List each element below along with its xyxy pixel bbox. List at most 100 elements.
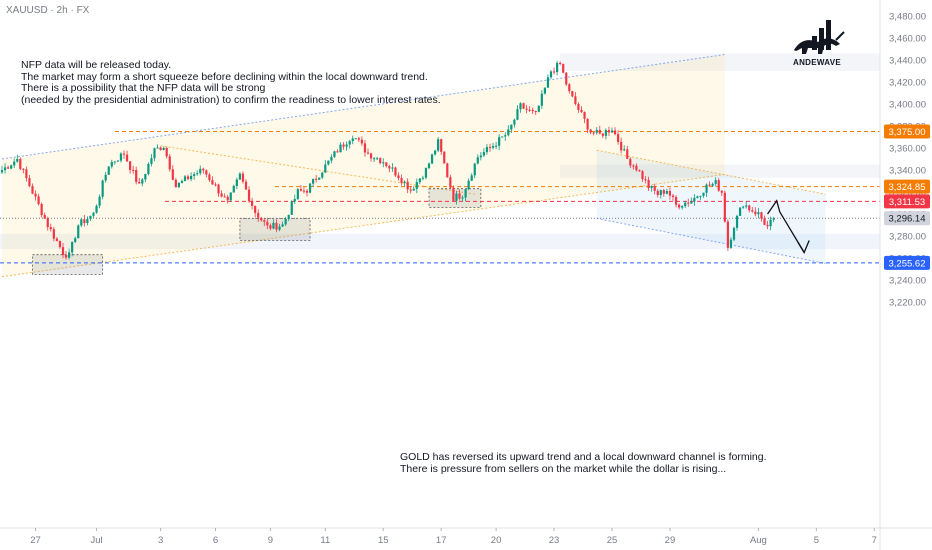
forecast-path [767,199,805,253]
candle-body [147,163,150,175]
candle [485,144,489,155]
candle-body [678,204,681,208]
candle [74,236,77,244]
candle-body [269,225,272,229]
candle-body [491,146,495,148]
candle-body [141,179,144,184]
candle [391,163,394,172]
candle [641,169,644,183]
candle-body [583,112,586,119]
candle [638,169,641,172]
candle [659,189,662,199]
candle [284,216,287,227]
candle-body [519,103,522,110]
candle-body [247,189,251,201]
candle-body [260,217,263,221]
demand-zone-2 [239,217,311,241]
candle-body [278,226,281,230]
candle-body [470,175,473,181]
candle [183,174,187,182]
x-axis-tick-label: Jul [90,535,102,546]
candle-body [302,190,306,192]
y-axis-tick-label: 3,340.00 [889,166,926,177]
candle-body [162,147,165,151]
candle-body [7,167,10,169]
candle [257,209,260,222]
candle-body [226,196,229,201]
candle [498,134,501,151]
candle [491,142,495,150]
candle [351,135,354,145]
candle-body [400,178,403,183]
candle-body [501,136,504,138]
candle [711,182,714,188]
candle-body [113,161,116,163]
candle-body [299,189,302,191]
candle [510,124,513,133]
candle-body [80,219,83,226]
candle-body [196,173,199,175]
symbol-title[interactable]: XAUUSD · 2h · FX [6,5,90,16]
candle-body [693,197,696,202]
candle [723,190,726,223]
candle [174,178,177,188]
candle [665,188,668,195]
candle-body [10,165,13,169]
x-axis-tick-label: 29 [665,535,676,546]
candle-body [748,205,751,211]
candle [373,156,376,162]
candle-body [430,154,434,164]
candle-body [565,72,568,85]
candle-body [613,130,617,135]
candle [699,195,702,200]
candle-body [25,169,28,179]
candle [116,160,119,162]
candle [479,152,482,161]
candle [308,183,312,194]
candle-body [745,205,748,207]
candle [369,152,373,162]
candle-body [732,227,736,240]
candle-body [464,189,467,198]
candle-body [95,205,98,213]
candle-body [223,196,226,198]
candle [376,156,379,160]
candle-body [202,168,205,171]
candle [89,215,92,222]
inner-falling-line [160,145,475,195]
x-axis-tick-label: 15 [378,535,389,546]
candle [217,183,220,197]
candle [345,141,348,151]
candle-body [482,152,485,156]
x-axis-tick-label: 27 [30,535,41,546]
candle [132,165,135,174]
candle-body [382,162,385,164]
candle-body [586,118,589,130]
candle-body [150,158,153,164]
candle-body [119,153,123,161]
candle-body [437,139,440,151]
candle [507,125,510,137]
candle-body [406,181,409,190]
candle-body [418,178,421,183]
price-badge-label: 3,311.53 [889,197,925,208]
candle-body [104,174,107,181]
candle [223,193,226,198]
candle-body [3,167,7,171]
candle-body [653,185,656,191]
candle [19,157,22,171]
falling-channel-lower [596,217,826,264]
candle [138,177,141,184]
x-axis-tick-label: 5 [814,535,819,546]
candle [470,173,473,182]
candle [244,179,248,190]
candle-body [318,177,321,180]
candle-body [766,224,769,227]
candle [272,219,275,230]
candle-body [376,158,379,160]
candle [336,149,339,153]
candle [739,207,742,217]
candle [562,63,565,74]
candle-body [83,219,86,223]
